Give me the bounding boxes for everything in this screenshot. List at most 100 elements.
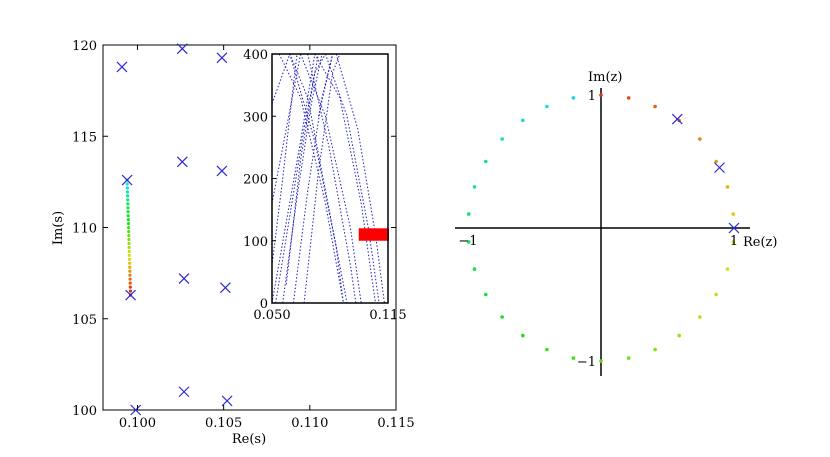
right-y-tick-label: 1 (588, 89, 596, 104)
left-x-marker (216, 165, 228, 177)
left-gradient-dot (128, 265, 132, 269)
left-gradient-dot (127, 257, 132, 261)
inset-y-tick-label: 0 (260, 297, 268, 312)
left-x-marker (121, 174, 133, 186)
inset-series-line (271, 53, 298, 266)
inset-plot-lines (271, 52, 385, 304)
left-x-tick-label: 0.110 (291, 416, 328, 431)
unit-circle-dot (626, 356, 631, 360)
unit-circle-dot (698, 315, 702, 319)
unit-circle-dot (500, 315, 504, 319)
inset-series-line (271, 53, 302, 204)
right-axis-tick-labels: −1 1 1 −1 (458, 89, 738, 370)
inset-y-tick-label: 100 (243, 235, 268, 250)
unit-circle-dot (725, 185, 730, 189)
right-x-marker (714, 162, 725, 174)
unit-circle-dot (714, 292, 718, 297)
left-x-marker (178, 273, 190, 285)
unit-circle-dot (521, 118, 525, 123)
left-x-marker-stroke-b (176, 43, 188, 55)
left-gradient-dot (128, 281, 132, 285)
left-gradient-dot (126, 218, 130, 222)
inset-series-line (292, 53, 334, 304)
right-x-marker-stroke-b (671, 113, 683, 125)
inset-highlight-box (358, 228, 389, 241)
left-gradient-dot (128, 273, 132, 277)
left-x-marker (176, 156, 188, 168)
unit-circle-dot (599, 93, 603, 97)
left-x-tick-label: 0.100 (119, 416, 156, 431)
left-x-marker-stroke-b (219, 282, 231, 294)
left-x-marker (116, 61, 128, 73)
left-y-axis-label: Im(s) (51, 211, 66, 245)
right-x-marker (728, 222, 740, 234)
unit-circle-dot (731, 240, 736, 244)
inset-series-line (271, 52, 348, 304)
left-gradient-dot (127, 237, 131, 242)
left-gradient-dot (127, 253, 131, 257)
left-y-ticks: 100 105 110 115 120 (72, 39, 396, 419)
left-y-tick-label: 100 (72, 404, 97, 419)
right-x-marker-stroke-b (728, 222, 740, 234)
left-x-marker (130, 404, 142, 416)
right-plot-points (466, 93, 740, 363)
left-x-tick-label: 0.115 (377, 416, 414, 431)
left-y-tick-label: 110 (72, 222, 97, 237)
left-gradient-dot (127, 233, 131, 238)
inset-series-line (278, 53, 344, 304)
unit-circle-dot (714, 159, 718, 164)
left-gradient-dot (125, 186, 129, 190)
left-gradient-dot (126, 210, 130, 214)
left-x-tick-label: 0.105 (205, 416, 242, 431)
inset-series-line (282, 53, 323, 304)
left-gradient-dot (128, 269, 132, 273)
left-x-marker-stroke-b (221, 395, 233, 407)
right-x-marker (671, 113, 683, 125)
left-gradient-dot (126, 222, 131, 226)
left-y-tick-label: 115 (72, 130, 97, 145)
left-gradient-dot (128, 277, 132, 281)
left-y-tick-label: 105 (72, 313, 97, 328)
right-y-tick-label: −1 (577, 355, 596, 370)
unit-circle-dot (599, 359, 603, 363)
left-x-marker-stroke-b (216, 165, 228, 177)
right-x-marker-stroke-b (714, 162, 725, 174)
right-x-tick-label: −1 (458, 234, 477, 249)
left-x-marker-stroke-b (130, 404, 142, 416)
right-plot: −1 1 1 −1 Re(z) Im(z) (455, 70, 777, 376)
inset-plot: 0.050 0.115 0 100 200 300 400 (243, 48, 406, 323)
unit-circle-dot (545, 347, 549, 352)
left-gradient-dot (125, 190, 130, 194)
left-y-tick-label: 120 (72, 39, 97, 54)
inset-y-ticks: 0 100 200 300 400 (243, 48, 276, 312)
unit-circle-dot (466, 212, 471, 216)
left-x-marker-stroke-b (116, 61, 128, 73)
left-gradient-dot (126, 206, 130, 210)
right-y-axis-label: Im(z) (588, 70, 622, 85)
left-x-marker-stroke-b (176, 156, 188, 168)
right-x-tick-label: 1 (730, 234, 738, 249)
inset-series-line (317, 53, 334, 117)
left-gradient-dot (127, 241, 131, 246)
left-plot: 0.100 0.105 0.110 0.115 100 105 110 115 120 Re(… (51, 39, 415, 447)
unit-circle-dot (472, 185, 477, 189)
unit-circle-dot (472, 267, 477, 271)
inset-series-line (275, 53, 319, 304)
left-x-marker-stroke-b (121, 174, 133, 186)
inset-x-tick-label: 0.115 (369, 308, 406, 323)
left-x-marker-stroke-b (216, 52, 228, 64)
left-x-marker (219, 282, 231, 294)
left-gradient-dot (128, 261, 132, 265)
inset-series-line (314, 53, 376, 304)
unit-circle-dot (521, 333, 525, 338)
left-gradient-dot (127, 245, 131, 250)
left-x-marker (178, 386, 190, 398)
unit-circle-dot (677, 333, 681, 338)
unit-circle-dot (545, 104, 549, 109)
unit-circle-dot (731, 212, 736, 216)
left-gradient-dot (127, 249, 131, 254)
unit-circle-dot (698, 137, 702, 141)
inset-series-line (271, 53, 316, 304)
left-x-axis-label: Re(s) (232, 432, 266, 447)
